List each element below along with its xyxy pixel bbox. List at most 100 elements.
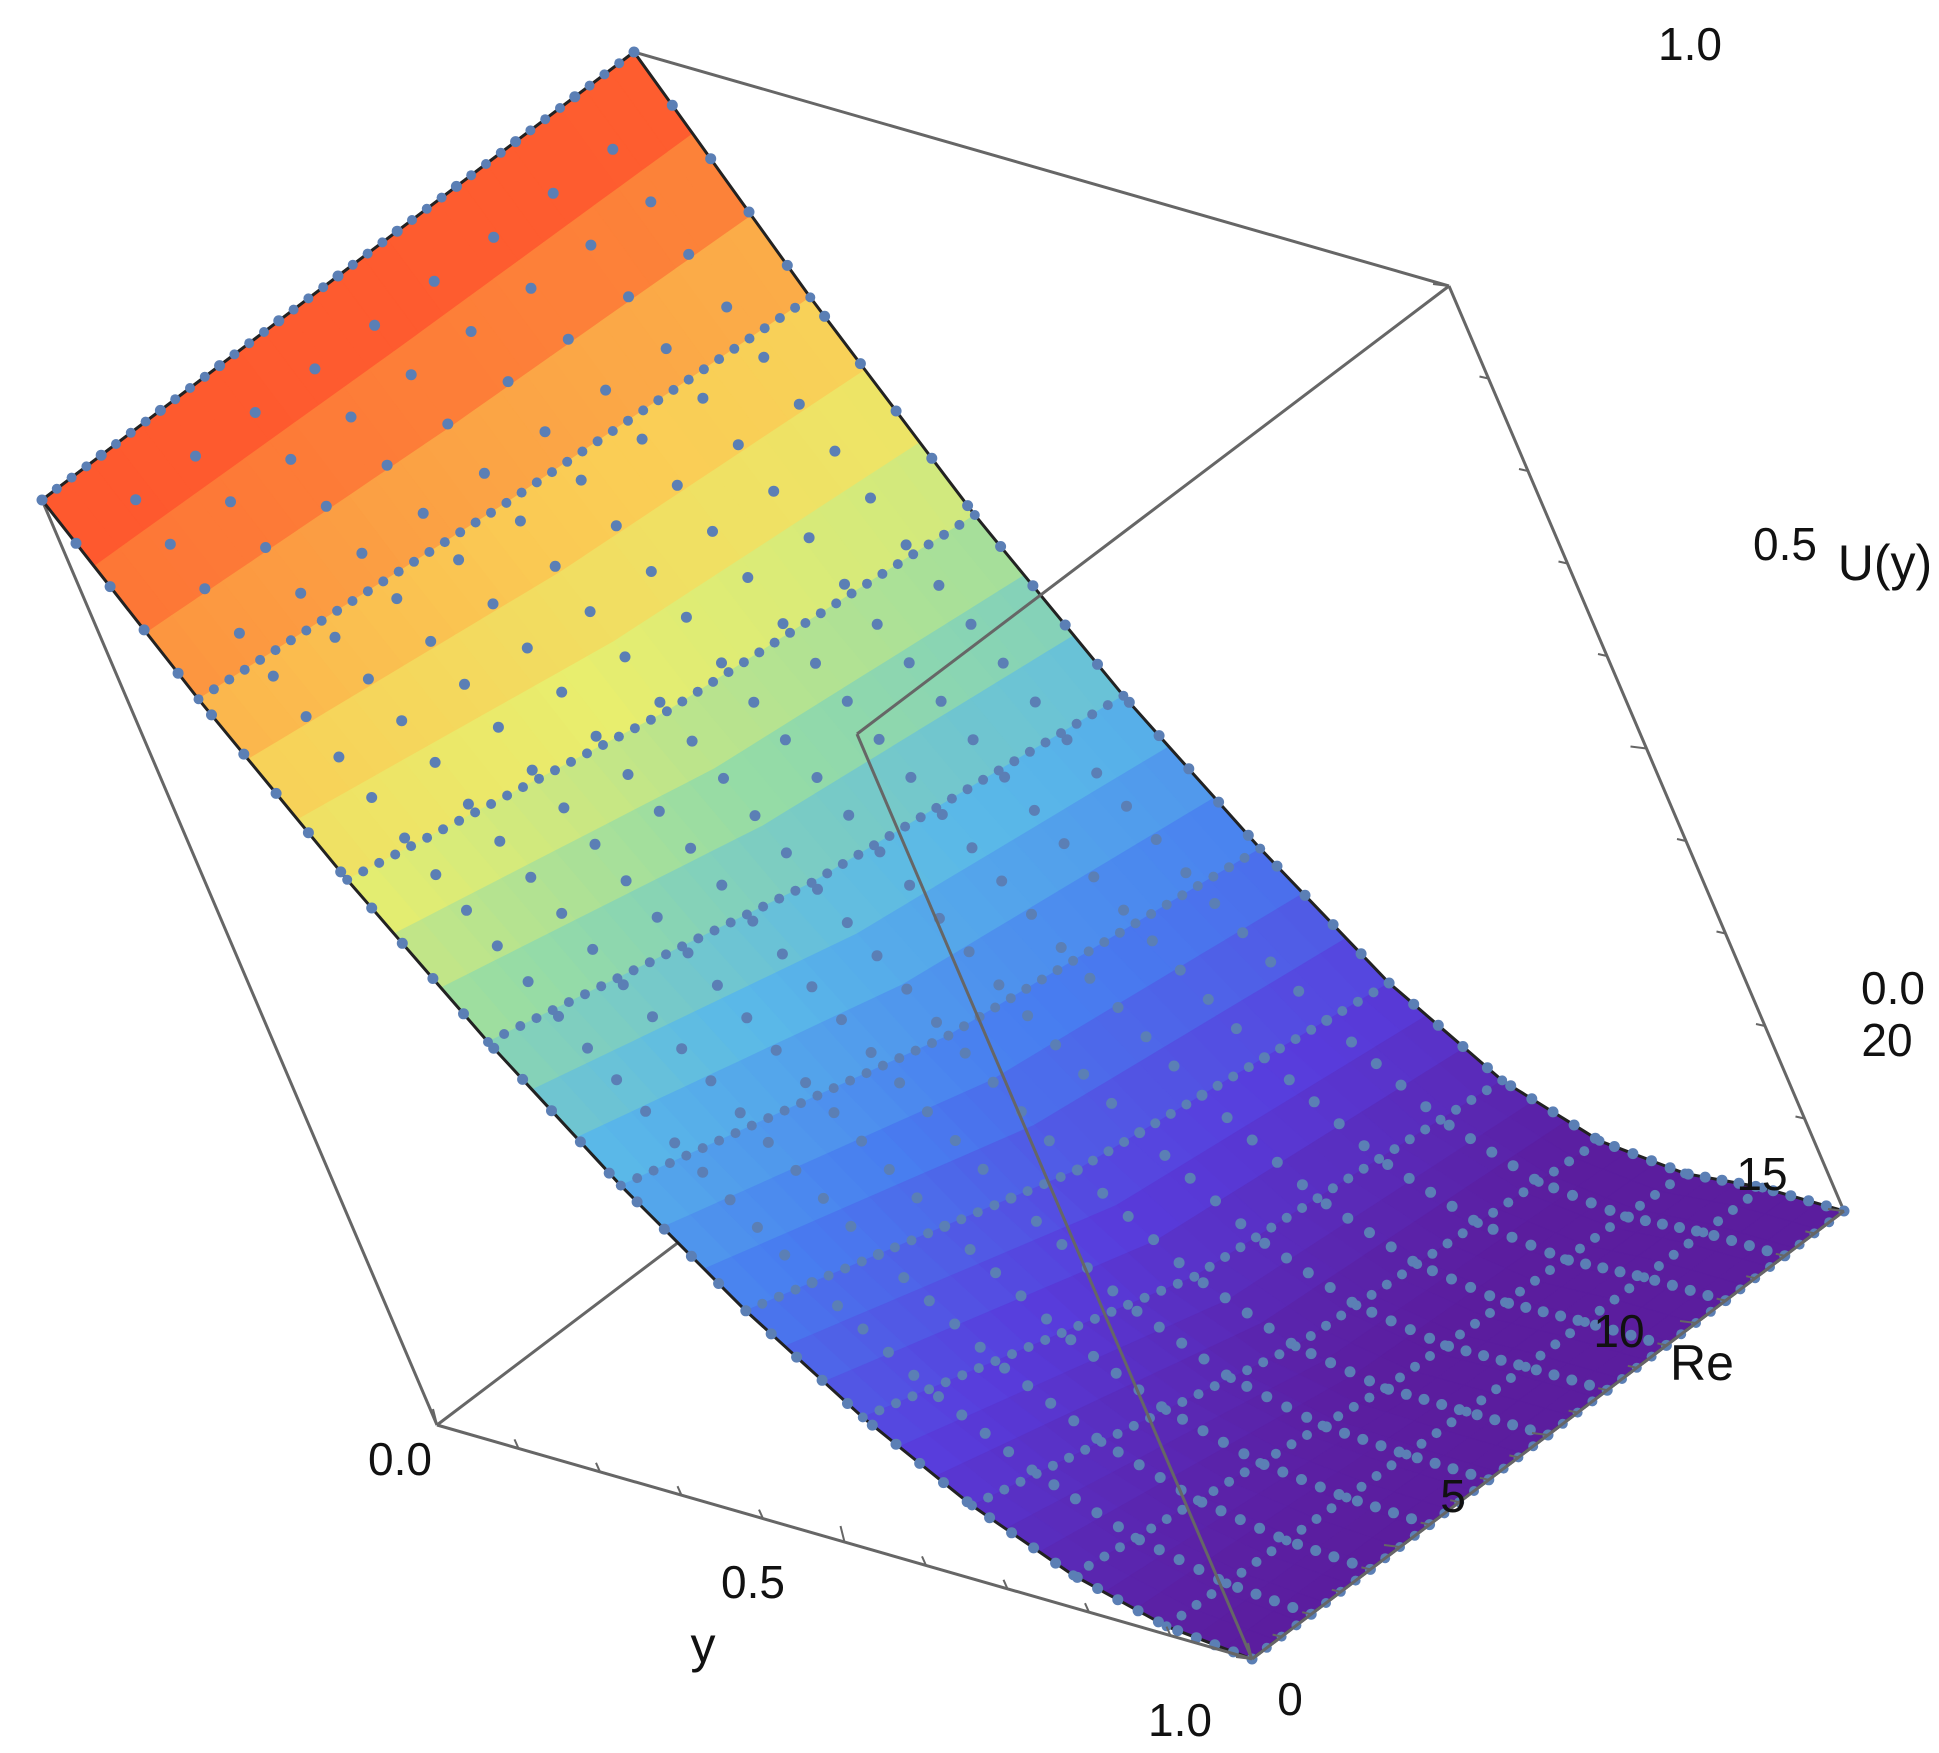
sample-point (671, 479, 683, 491)
sample-point (1146, 935, 1158, 947)
sample-point (839, 578, 850, 590)
y-axis-tick (1002, 1579, 1009, 1590)
sample-point (1505, 1080, 1517, 1092)
sample-point (1406, 1513, 1417, 1525)
sample-point (1224, 862, 1234, 873)
sample-point (442, 418, 454, 430)
sample-point (907, 1391, 918, 1402)
sample-point (1028, 804, 1040, 816)
sample-point (1107, 1285, 1119, 1297)
sample-point (1351, 1300, 1362, 1311)
sample-point (1071, 718, 1082, 729)
sample-point (488, 231, 500, 243)
sample-point (632, 1173, 643, 1184)
sample-point (996, 875, 1008, 887)
sample-point (1022, 1380, 1034, 1392)
re-tick-label: 15 (1736, 1148, 1787, 1200)
sample-point (393, 566, 404, 577)
sample-point (525, 871, 537, 883)
sample-point (910, 1045, 921, 1056)
sample-point (956, 1409, 968, 1421)
sample-point (908, 1369, 920, 1381)
sample-point (1274, 1349, 1285, 1360)
sample-point (842, 1398, 853, 1409)
sample-point (1761, 1245, 1773, 1257)
sample-point (865, 1047, 877, 1058)
sample-point (1355, 948, 1367, 960)
sample-point (1388, 1507, 1399, 1519)
sample-point (1625, 1329, 1637, 1341)
sample-point (1321, 1320, 1331, 1331)
sample-point (574, 1136, 586, 1148)
sample-point (428, 275, 440, 287)
re-axis-tick (1627, 1364, 1638, 1369)
sample-point (301, 625, 312, 636)
sample-point (807, 1277, 818, 1288)
sample-point (1466, 1095, 1477, 1105)
sample-point (1150, 1118, 1161, 1129)
sample-point (1073, 1320, 1084, 1331)
u-axis-tick (1676, 838, 1687, 842)
sample-point (1114, 927, 1125, 938)
sample-point (889, 1242, 900, 1253)
sample-point (983, 1492, 994, 1503)
sample-point (1314, 1481, 1326, 1493)
sample-point (1495, 1354, 1507, 1366)
sample-point (1146, 1523, 1157, 1534)
sample-point (692, 686, 703, 697)
sample-point (1176, 1337, 1188, 1349)
sample-point (927, 1038, 937, 1049)
sample-point (1091, 767, 1103, 779)
sample-point (1225, 1373, 1236, 1384)
sample-point (1639, 1215, 1651, 1227)
sample-point (805, 292, 816, 303)
sample-point (1121, 800, 1132, 812)
sample-point (1239, 852, 1250, 863)
sample-point (1305, 1348, 1317, 1360)
sample-point (199, 371, 210, 382)
sample-point (193, 694, 204, 705)
sample-point (1683, 1238, 1694, 1249)
sample-point (329, 631, 341, 643)
u-tick-label: 0.0 (1861, 962, 1925, 1014)
sample-point (1168, 1060, 1180, 1072)
sample-point (1446, 1273, 1457, 1285)
sample-point (984, 1512, 996, 1524)
sample-point (1089, 1313, 1100, 1324)
sample-point (943, 1030, 954, 1041)
sample-point (1680, 1168, 1690, 1179)
sample-point (1785, 1190, 1797, 1202)
sample-point (884, 831, 895, 841)
sample-point (470, 517, 481, 528)
sample-point (1327, 1183, 1338, 1194)
sample-point (483, 1037, 493, 1047)
sample-point (967, 1500, 977, 1511)
sample-point (356, 547, 368, 559)
sample-point (599, 69, 610, 80)
sample-point (911, 1192, 923, 1204)
sample-point (1757, 1182, 1768, 1193)
sample-point (1112, 1594, 1124, 1606)
sample-point (676, 1043, 688, 1055)
sample-point (1172, 1278, 1183, 1289)
sample-point (1030, 1215, 1042, 1227)
sample-point (1484, 1290, 1496, 1302)
sample-point (249, 407, 261, 418)
sample-point (502, 376, 514, 388)
sample-point (362, 673, 374, 685)
sample-point (1486, 1146, 1498, 1158)
sample-point (584, 606, 596, 618)
sample-point (718, 772, 729, 784)
u-axis-tick (1597, 653, 1608, 657)
sample-point (499, 1029, 510, 1039)
sample-point (1604, 1204, 1616, 1216)
sample-point (1425, 1351, 1435, 1361)
sample-point (1420, 1101, 1432, 1113)
sample-point (966, 842, 978, 854)
frame-edge (633, 50, 1450, 288)
sample-point (1643, 1334, 1655, 1346)
sample-point (582, 1042, 593, 1054)
sample-point (1153, 1321, 1165, 1333)
sample-point (531, 1013, 542, 1024)
sample-point (734, 1107, 746, 1119)
